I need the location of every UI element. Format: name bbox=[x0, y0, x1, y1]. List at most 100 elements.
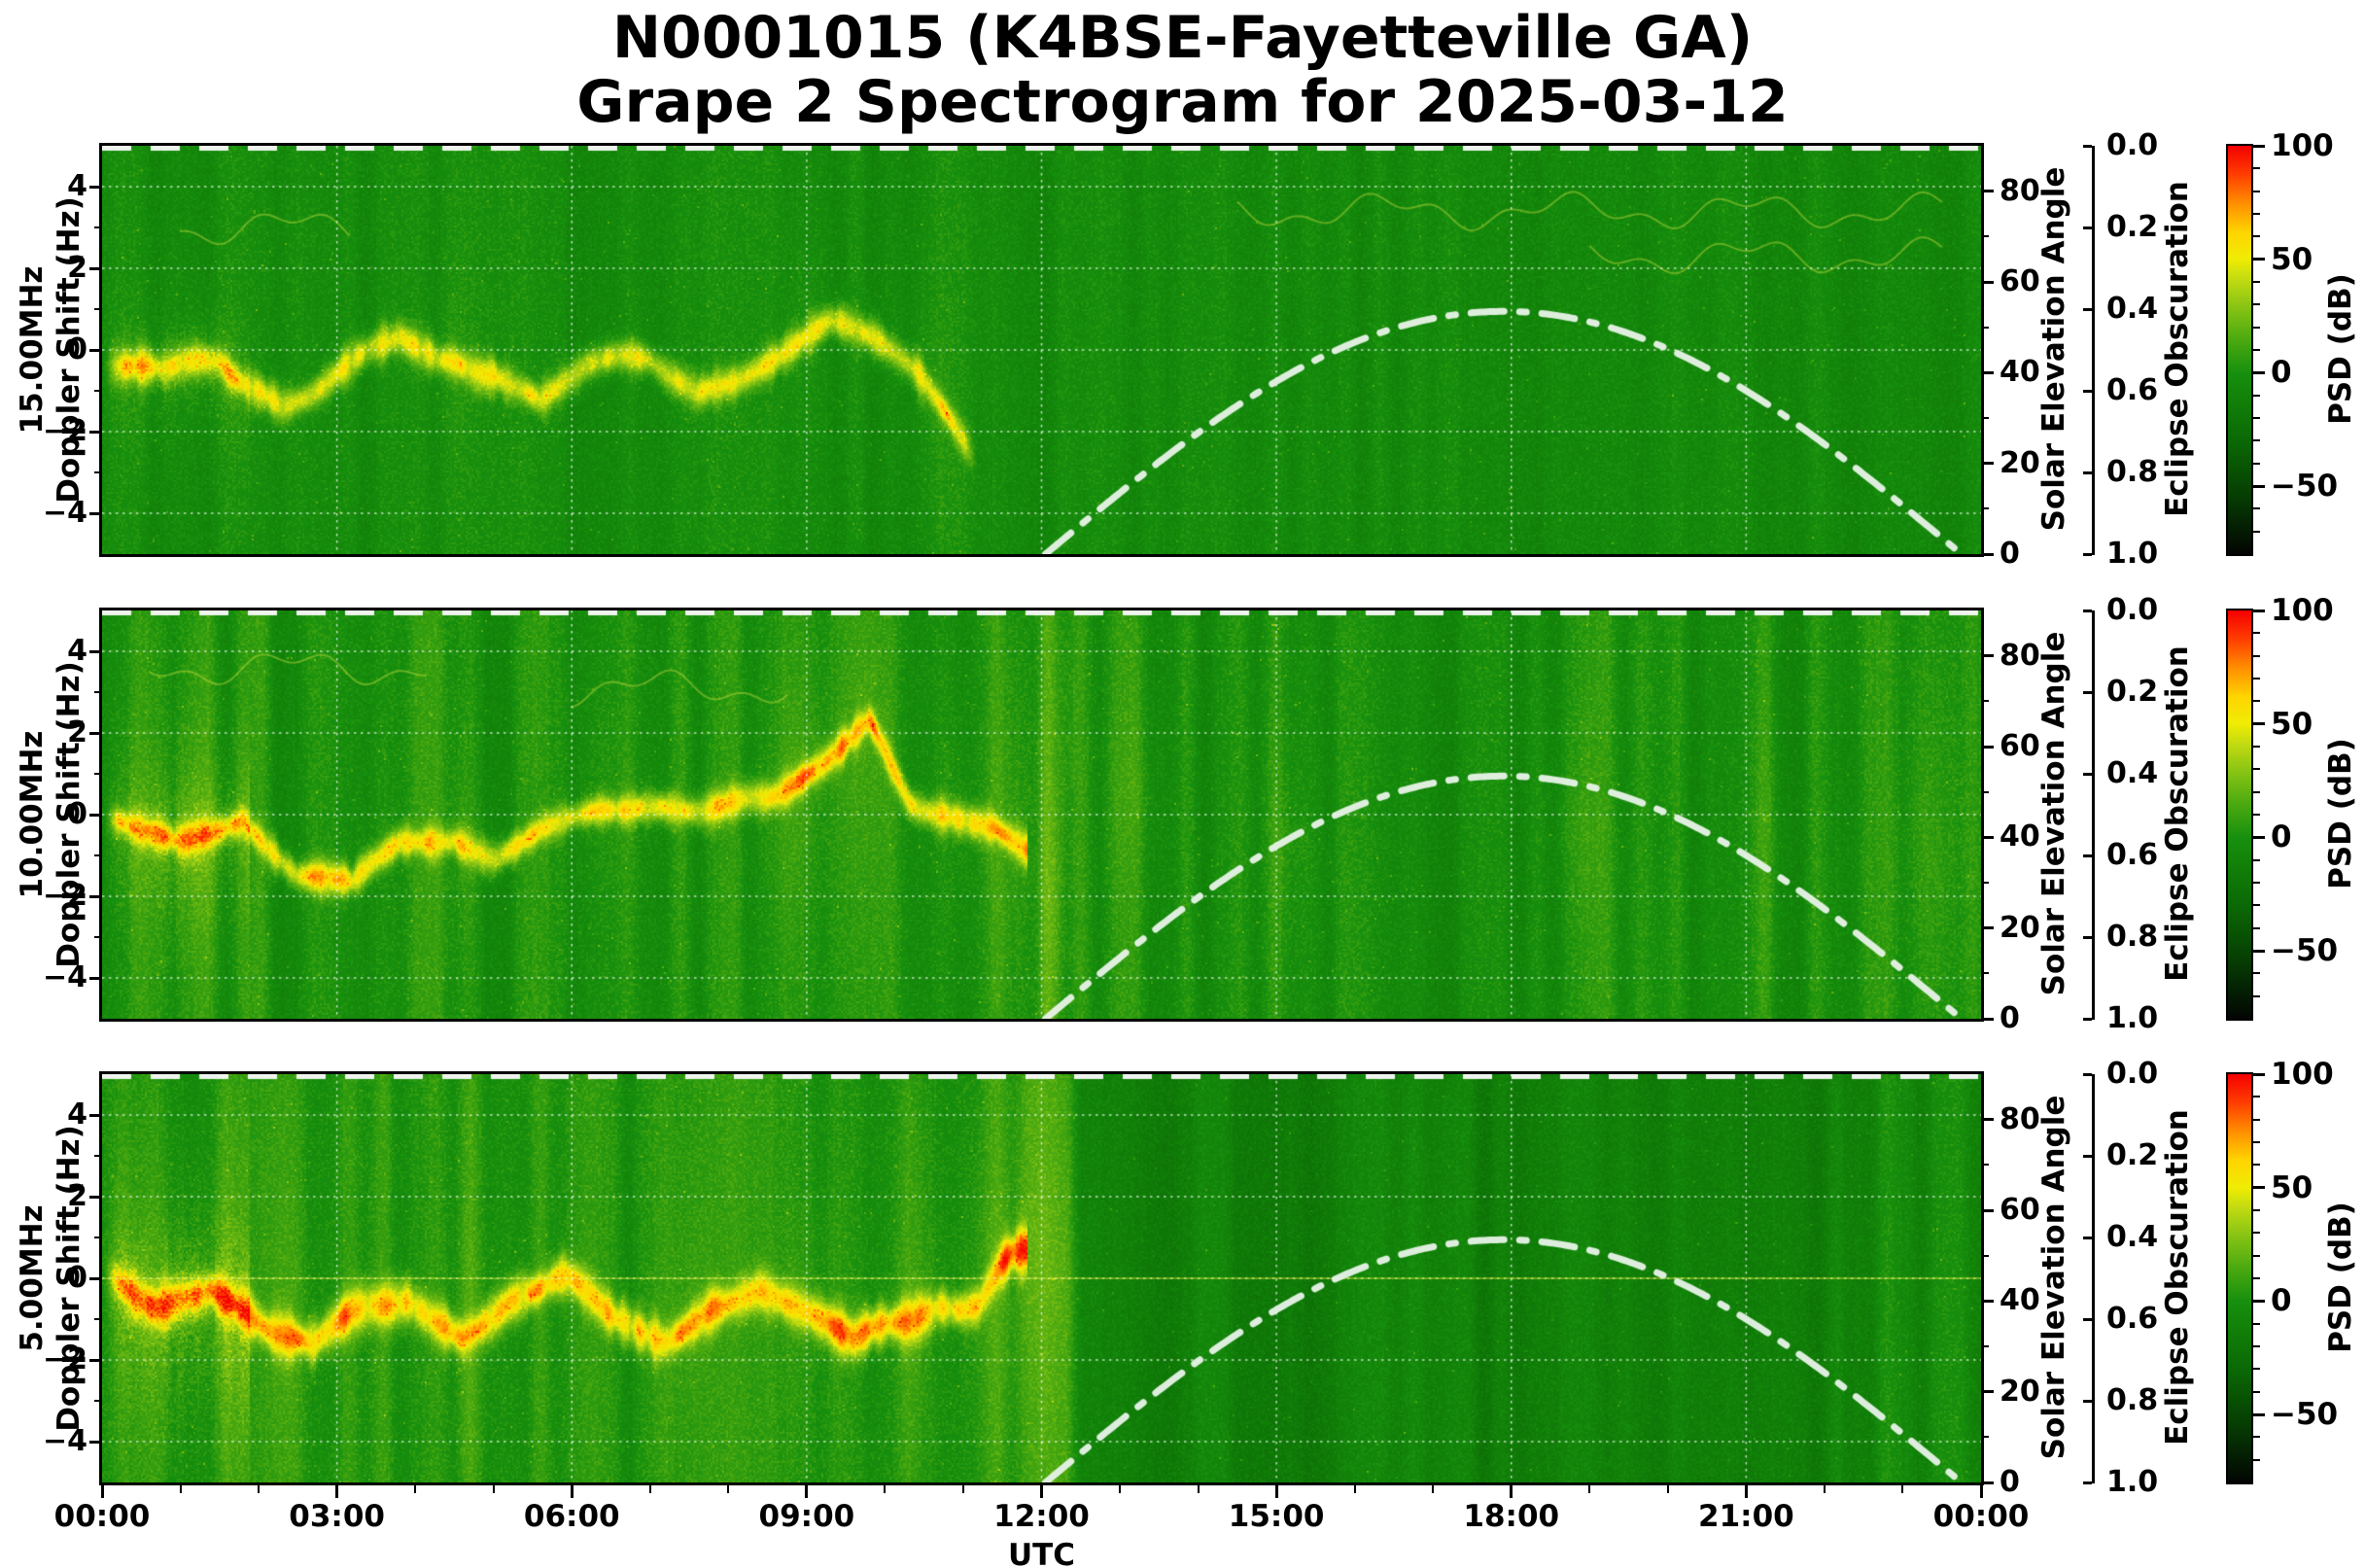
colorbar-minor-tick bbox=[2253, 654, 2260, 657]
colorbar-tick bbox=[2253, 1412, 2265, 1416]
eclipse-tick-label: 0.4 bbox=[2106, 1220, 2159, 1254]
colorbar-minor-tick bbox=[2253, 1390, 2260, 1393]
doppler-tick-label: −2 bbox=[42, 414, 87, 448]
colorbar-tick bbox=[2253, 484, 2265, 488]
colorbar-minor-tick bbox=[2253, 1096, 2260, 1098]
solar-tick bbox=[1981, 370, 1994, 374]
doppler-minor-tick bbox=[94, 1237, 102, 1238]
eclipse-tick-label: 0.0 bbox=[2106, 128, 2159, 162]
eclipse-obscuration-axis-title: Eclipse Obscuration bbox=[2160, 1109, 2195, 1446]
solar-tick bbox=[1981, 926, 1994, 930]
doppler-tick bbox=[89, 511, 102, 515]
colorbar-tick-label: 100 bbox=[2271, 1057, 2334, 1092]
x-minor-tick bbox=[1119, 1485, 1122, 1493]
eclipse-tick-label: 0.0 bbox=[2106, 1057, 2159, 1091]
colorbar-tick bbox=[2253, 1186, 2265, 1190]
x-minor-tick bbox=[1588, 1485, 1591, 1493]
eclipse-tick bbox=[2083, 772, 2092, 776]
solar-tick-label: 20 bbox=[2000, 910, 2040, 945]
eclipse-tick-label: 1.0 bbox=[2106, 537, 2159, 571]
colorbar-minor-tick bbox=[2253, 1141, 2260, 1143]
eclipse-tick-label: 0.4 bbox=[2106, 292, 2159, 326]
colorbar-tick-label: 0 bbox=[2271, 819, 2292, 855]
colorbar-minor-tick bbox=[2253, 1254, 2260, 1257]
eclipse-tick bbox=[2083, 226, 2092, 229]
eclipse-tick-label: 0.2 bbox=[2106, 1138, 2159, 1172]
x-minor-tick bbox=[414, 1485, 417, 1493]
solar-minor-tick bbox=[1981, 1164, 1989, 1167]
colorbar-minor-tick bbox=[2253, 213, 2260, 215]
doppler-tick-label: 4 bbox=[67, 1098, 87, 1132]
eclipse-tick-label: 0.0 bbox=[2106, 593, 2159, 627]
solar-tick bbox=[1981, 835, 1994, 839]
doppler-tick-label: −2 bbox=[42, 1342, 87, 1376]
colorbar-minor-tick bbox=[2253, 530, 2260, 533]
colorbar-minor-tick bbox=[2253, 1232, 2260, 1235]
panel-15mhz: 15.00MHz Doppler Shift (Hz) Solar Elevat… bbox=[0, 128, 2365, 571]
colorbar-tick bbox=[2253, 949, 2265, 953]
solar-tick-label: 40 bbox=[2000, 355, 2040, 390]
doppler-tick-label: −4 bbox=[42, 960, 87, 994]
x-minor-tick bbox=[1197, 1485, 1200, 1493]
eclipse-tick-label: 0.2 bbox=[2106, 210, 2159, 244]
solar-tick-label: 60 bbox=[2000, 729, 2040, 763]
solar-tick bbox=[1981, 280, 1994, 284]
colorbar-minor-tick bbox=[2253, 190, 2260, 192]
x-tick-label: 15:00 bbox=[1228, 1499, 1325, 1534]
solar-tick-label: 0 bbox=[2000, 537, 2020, 571]
eclipse-tick bbox=[2083, 1317, 2092, 1321]
x-tick-label: 18:00 bbox=[1463, 1499, 1560, 1534]
x-tick bbox=[1744, 1485, 1748, 1498]
colorbar-tick bbox=[2253, 370, 2265, 374]
colorbar-tick-label: −50 bbox=[2271, 469, 2339, 504]
colorbar-minor-tick bbox=[2253, 1458, 2260, 1461]
solar-tick bbox=[1981, 462, 1994, 466]
colorbar-minor-tick bbox=[2253, 926, 2260, 929]
eclipse-tick bbox=[2083, 389, 2092, 393]
doppler-tick bbox=[89, 185, 102, 189]
x-tick bbox=[335, 1485, 339, 1498]
doppler-tick-label: 2 bbox=[67, 715, 87, 749]
eclipse-tick-label: 0.6 bbox=[2106, 1302, 2159, 1336]
eclipse-tick bbox=[2083, 552, 2092, 556]
x-tick-label: 00:00 bbox=[1932, 1499, 2030, 1534]
eclipse-axis-spine bbox=[2092, 610, 2095, 1020]
solar-minor-tick bbox=[1981, 235, 1989, 238]
solar-tick-label: 40 bbox=[2000, 1283, 2040, 1318]
doppler-minor-tick bbox=[94, 854, 102, 856]
solar-minor-tick bbox=[1981, 1254, 1989, 1257]
doppler-minor-tick bbox=[94, 471, 102, 473]
x-minor-tick bbox=[884, 1485, 887, 1493]
colorbar-minor-tick bbox=[2253, 858, 2260, 861]
solar-minor-tick bbox=[1981, 326, 1989, 329]
colorbar-minor-tick bbox=[2253, 281, 2260, 283]
eclipse-tick bbox=[2083, 1017, 2092, 1021]
solar-minor-tick bbox=[1981, 1436, 1989, 1439]
x-tick bbox=[1510, 1485, 1513, 1498]
solar-tick bbox=[1981, 1299, 1994, 1303]
solar-tick-label: 20 bbox=[2000, 445, 2040, 480]
panel-10mhz: 10.00MHz Doppler Shift (Hz) Solar Elevat… bbox=[0, 593, 2365, 1035]
solar-minor-tick bbox=[1981, 972, 1989, 975]
colorbar-minor-tick bbox=[2253, 462, 2260, 465]
doppler-minor-tick bbox=[94, 691, 102, 693]
doppler-minor-tick bbox=[94, 308, 102, 310]
eclipse-tick-label: 1.0 bbox=[2106, 1001, 2159, 1035]
doppler-tick-label: 0 bbox=[67, 797, 87, 831]
colorbar-minor-tick bbox=[2253, 417, 2260, 419]
x-minor-tick bbox=[648, 1485, 651, 1493]
doppler-tick bbox=[89, 731, 102, 735]
x-minor-tick bbox=[727, 1485, 730, 1493]
colorbar-minor-tick bbox=[2253, 349, 2260, 351]
solar-minor-tick bbox=[1981, 790, 1989, 793]
solar-tick bbox=[1981, 552, 1994, 556]
solar-elevation-axis-title: Solar Elevation Angle bbox=[2036, 631, 2071, 996]
x-tick bbox=[1274, 1485, 1278, 1498]
doppler-minor-tick bbox=[94, 773, 102, 775]
solar-elevation-axis-title: Solar Elevation Angle bbox=[2036, 1095, 2071, 1460]
colorbar-minor-tick bbox=[2253, 678, 2260, 679]
x-tick-label: 12:00 bbox=[993, 1499, 1090, 1534]
solar-tick bbox=[1981, 1208, 1994, 1212]
solar-minor-tick bbox=[1981, 700, 1989, 703]
